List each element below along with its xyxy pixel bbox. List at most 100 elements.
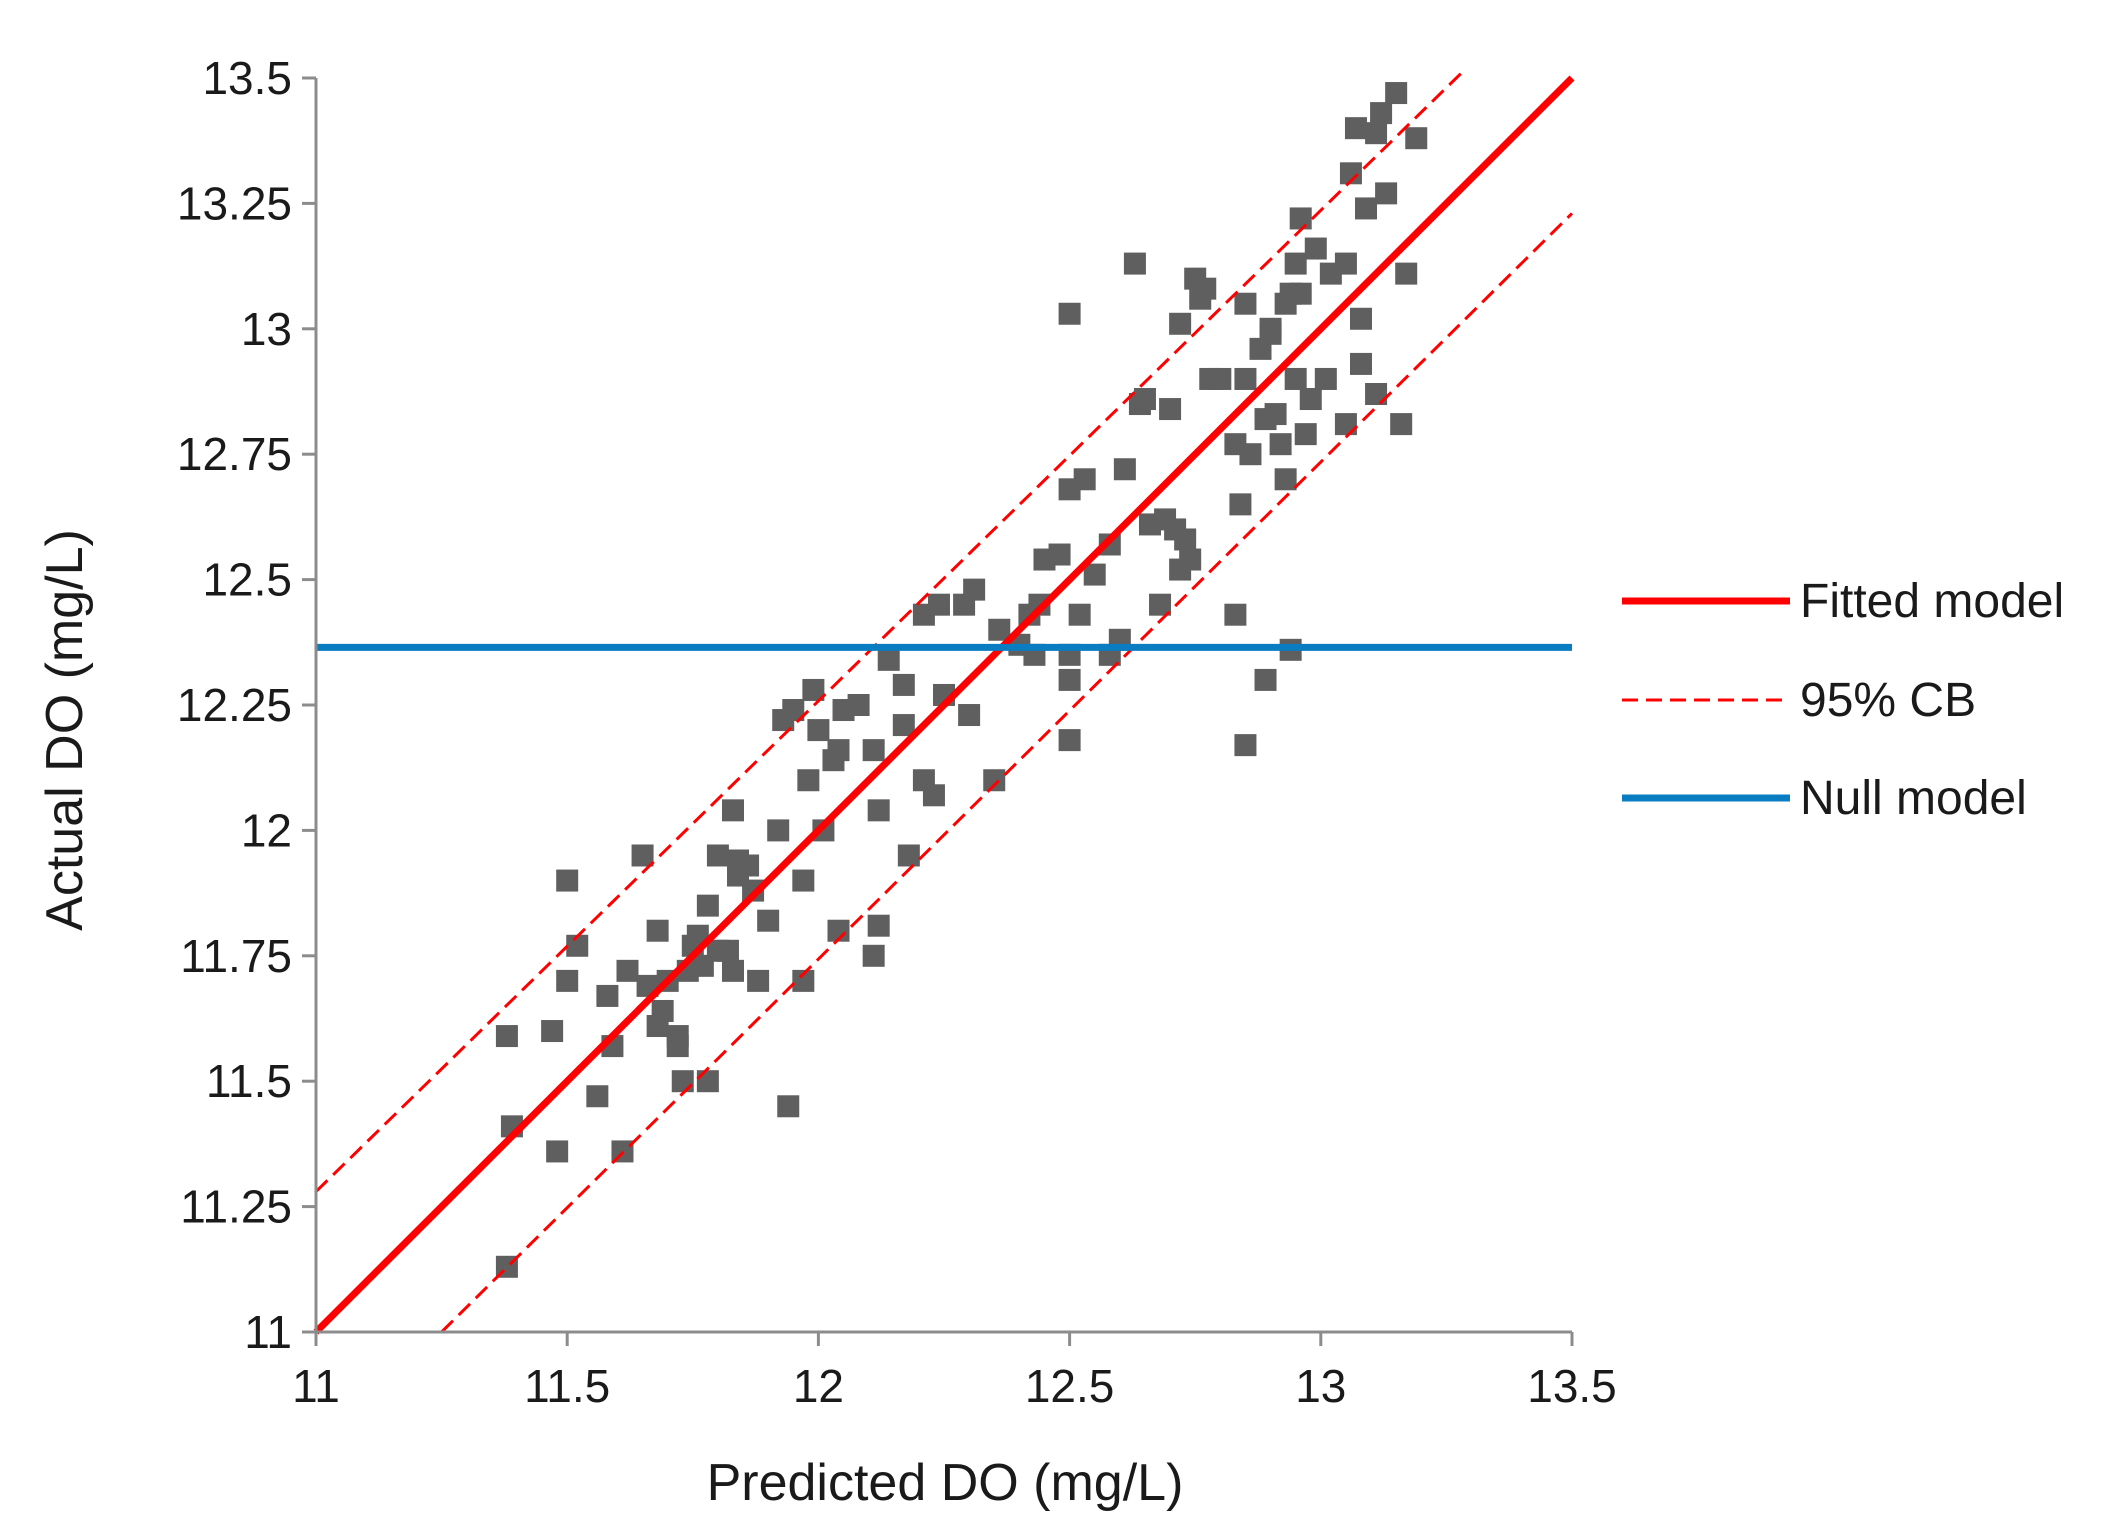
- data-point: [1048, 543, 1071, 566]
- y-tick-label: 13.5: [202, 52, 292, 104]
- data-point: [495, 1025, 518, 1048]
- data-point: [556, 969, 579, 992]
- data-point: [1073, 468, 1096, 491]
- y-tick-label: 11.75: [180, 930, 292, 982]
- x-tick-label: 12: [793, 1360, 844, 1412]
- y-tick-label: 13.25: [177, 177, 292, 229]
- data-point: [546, 1140, 569, 1163]
- data-point: [1194, 277, 1217, 300]
- y-tick-label: 12.75: [177, 428, 292, 480]
- data-point: [827, 919, 850, 942]
- data-point: [1123, 252, 1146, 275]
- data-point: [1405, 127, 1428, 150]
- data-point: [696, 894, 719, 917]
- data-point: [1209, 367, 1232, 390]
- data-point: [1349, 352, 1372, 375]
- data-point: [892, 714, 915, 737]
- y-tick-label: 11.5: [206, 1055, 292, 1107]
- data-point: [1294, 423, 1317, 446]
- data-point: [877, 648, 900, 671]
- data-point: [1289, 282, 1312, 305]
- confidence-band-line: [314, 71, 1463, 1193]
- data-point: [1355, 197, 1378, 220]
- data-point: [792, 869, 815, 892]
- y-tick-label: 12.5: [202, 554, 292, 606]
- data-point: [767, 819, 790, 842]
- points-layer: [495, 82, 1428, 1278]
- data-point: [716, 939, 739, 962]
- data-point: [541, 1020, 564, 1043]
- data-point: [867, 799, 890, 822]
- data-point: [721, 799, 744, 822]
- data-point: [963, 578, 986, 601]
- legend: Fitted model 95% CB Null model: [1622, 575, 2064, 825]
- data-point: [1349, 307, 1372, 330]
- data-point: [797, 769, 820, 792]
- data-point: [1179, 548, 1202, 571]
- fitted-model-line: [313, 75, 1575, 1335]
- data-point: [812, 819, 835, 842]
- data-point: [983, 769, 1006, 792]
- x-tick-label: 13: [1295, 1360, 1346, 1412]
- data-point: [862, 944, 885, 967]
- data-point: [1098, 533, 1121, 556]
- data-point: [1234, 734, 1257, 757]
- data-point: [1133, 388, 1156, 411]
- data-point: [1365, 122, 1388, 145]
- data-point: [1264, 403, 1287, 426]
- data-point: [1113, 458, 1136, 481]
- data-point: [1390, 413, 1413, 436]
- data-point: [897, 844, 920, 867]
- data-point: [777, 1095, 800, 1118]
- data-point: [958, 704, 981, 727]
- data-point: [1375, 182, 1398, 205]
- data-point: [1174, 528, 1197, 551]
- y-tick-label: 12.25: [177, 679, 292, 731]
- data-point: [1339, 162, 1362, 185]
- y-tick-label: 12: [241, 804, 292, 856]
- data-point: [867, 914, 890, 937]
- data-point: [1284, 367, 1307, 390]
- data-point: [556, 869, 579, 892]
- legend-fitted-label: Fitted model: [1800, 575, 2064, 628]
- data-point: [737, 854, 760, 877]
- data-point: [706, 844, 729, 867]
- data-point: [1068, 603, 1091, 626]
- data-point: [827, 739, 850, 762]
- data-point: [671, 1070, 694, 1093]
- data-point: [742, 879, 765, 902]
- data-point: [927, 593, 950, 616]
- legend-cb-label: 95% CB: [1800, 674, 1976, 727]
- data-point: [807, 719, 830, 742]
- y-axis-title: Actual DO (mg/L): [36, 529, 94, 931]
- data-point: [1229, 493, 1252, 516]
- data-point: [782, 699, 805, 722]
- data-point: [1299, 388, 1322, 411]
- data-point: [1058, 668, 1081, 691]
- data-point: [862, 739, 885, 762]
- data-point: [566, 934, 589, 957]
- data-point: [651, 999, 674, 1022]
- data-point: [1058, 729, 1081, 752]
- data-point: [1314, 367, 1337, 390]
- data-point: [1304, 237, 1327, 260]
- y-tick-label: 13: [241, 303, 292, 355]
- data-point: [1289, 207, 1312, 230]
- data-point: [1159, 398, 1182, 421]
- data-point: [1334, 413, 1357, 436]
- data-point: [646, 919, 669, 942]
- ticks-layer: 11 11.25 11.5 11.75 12 12.25 12.5 12.75 13 13.25 1…: [177, 52, 1617, 1412]
- data-point: [1344, 117, 1367, 140]
- legend-null-label: Null model: [1800, 772, 2027, 825]
- y-tick-label: 11: [244, 1306, 292, 1358]
- data-point: [696, 1070, 719, 1093]
- data-point: [631, 844, 654, 867]
- data-point: [1334, 252, 1357, 275]
- data-point: [1365, 383, 1388, 406]
- x-tick-label: 11.5: [524, 1360, 610, 1412]
- data-point: [1254, 668, 1277, 691]
- data-point: [1239, 443, 1262, 466]
- data-point: [721, 959, 744, 982]
- confidence-band-line: [440, 212, 1574, 1334]
- data-point: [847, 694, 870, 716]
